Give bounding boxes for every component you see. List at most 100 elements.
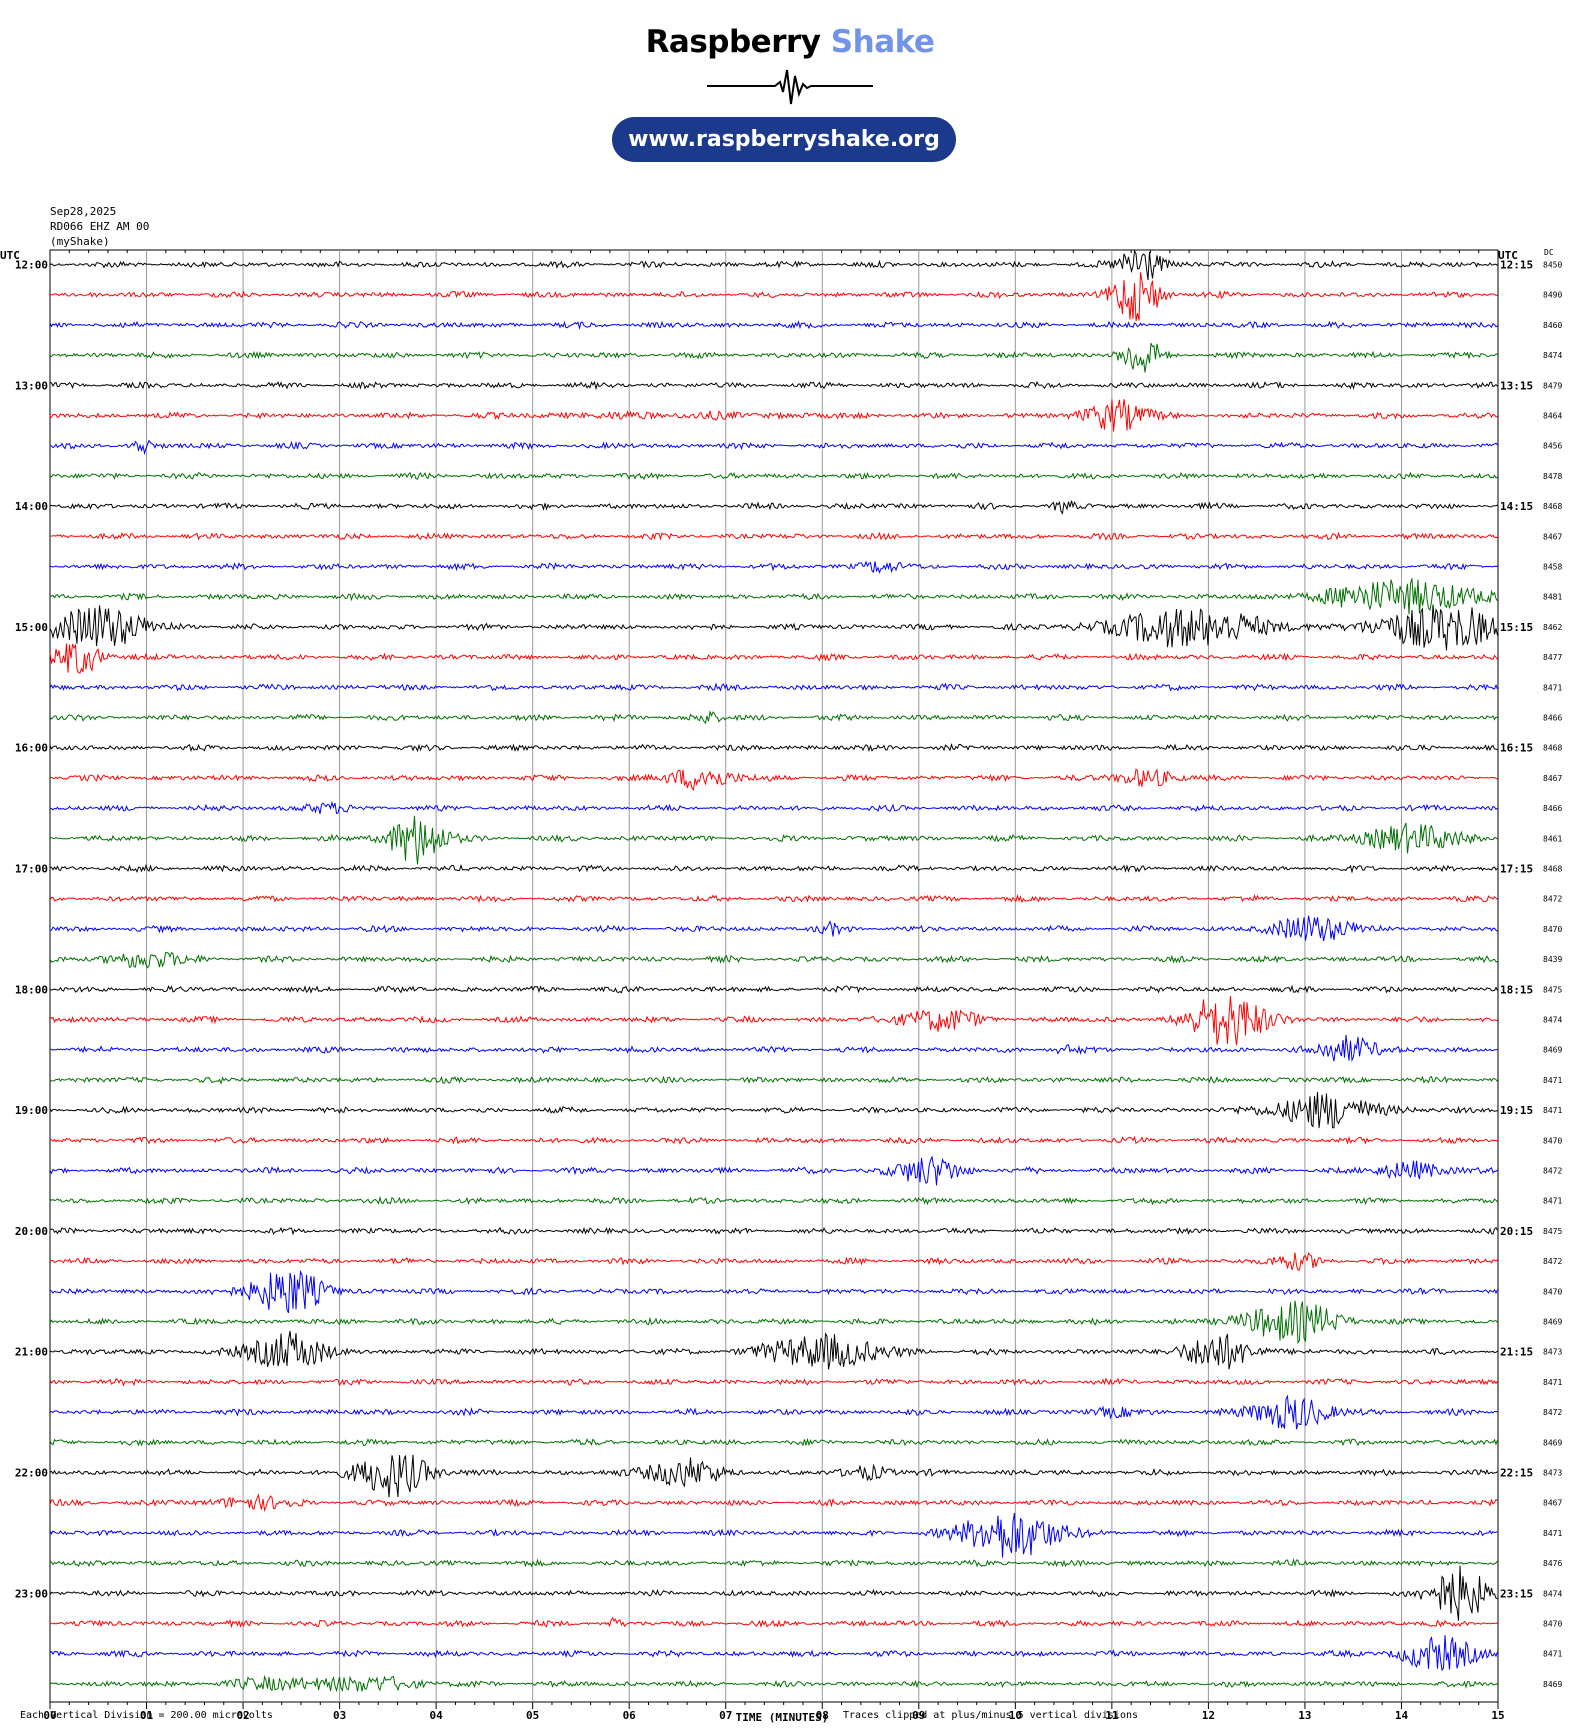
trace-line (49, 1512, 1498, 1558)
right-hour-label: 12:15 (1500, 259, 1533, 272)
trace-line (49, 1269, 1498, 1314)
right-hour-label: 17:15 (1500, 863, 1533, 876)
dc-offset-label: 8460 (1543, 321, 1562, 330)
dc-offset-label: 8481 (1543, 593, 1562, 602)
trace-line (49, 342, 1498, 373)
left-hour-label: 13:00 (15, 379, 48, 392)
trace-line (49, 500, 1498, 515)
station-channel: RD066 EHZ AM 00 (50, 220, 150, 233)
trace-line (49, 682, 1498, 692)
trace-line (49, 815, 1498, 865)
trace-line (49, 1226, 1498, 1236)
x-tick-label: 01 (140, 1709, 154, 1722)
dc-offset-label: 8462 (1543, 623, 1562, 632)
trace-line (49, 1251, 1498, 1271)
dc-offset-label: 8469 (1543, 1438, 1562, 1447)
dc-offset-label: 8471 (1543, 1529, 1562, 1538)
x-tick-label: 14 (1395, 1709, 1409, 1722)
trace-line (49, 1195, 1498, 1206)
right-hour-label: 22:15 (1500, 1467, 1533, 1480)
left-hour-label: 14:00 (15, 500, 48, 513)
trace-line (49, 1300, 1498, 1345)
trace-line (49, 471, 1498, 481)
left-hour-label: 17:00 (15, 863, 48, 876)
dc-offset-label: 8472 (1543, 895, 1562, 904)
logo-title: Raspberry Shake (640, 24, 940, 60)
dc-offset-label: 8473 (1543, 1348, 1562, 1357)
right-utc-label: UTC (1498, 249, 1518, 262)
dc-offset-label: 8490 (1543, 291, 1562, 300)
trace-line (49, 1330, 1498, 1370)
dc-offset-label: 8478 (1543, 472, 1562, 481)
dc-offset-label: 8467 (1543, 532, 1562, 541)
dc-offset-label: 8477 (1543, 653, 1562, 662)
trace-line (49, 560, 1498, 574)
x-axis-title: TIME (MINUTES) (736, 1711, 829, 1724)
left-hour-label: 12:00 (15, 259, 48, 272)
right-hour-label: 19:15 (1500, 1104, 1533, 1117)
left-hour-label: 20:00 (15, 1225, 48, 1238)
left-hour-label: 15:00 (15, 621, 48, 634)
dc-offset-label: 8468 (1543, 865, 1562, 874)
trace-line (49, 320, 1498, 331)
trace-line (49, 743, 1498, 753)
dc-offset-label: 8470 (1543, 1287, 1562, 1296)
x-tick-label: 05 (526, 1709, 539, 1722)
trace-line (49, 800, 1498, 815)
trace-line (50, 863, 1498, 874)
trace-line (49, 951, 1498, 969)
trace-line (49, 1635, 1498, 1672)
logo-word-raspberry: Raspberry (645, 24, 821, 60)
dc-offset-label: 8475 (1543, 985, 1562, 994)
trace-line (49, 984, 1498, 994)
seismic-wave-icon (707, 69, 873, 105)
dc-offset-label: 8467 (1543, 1499, 1562, 1508)
dc-offset-label: 8466 (1543, 714, 1562, 723)
left-hour-label: 23:00 (15, 1587, 48, 1600)
dc-offset-label: 8469 (1543, 1046, 1562, 1055)
trace-line (49, 1616, 1498, 1629)
x-tick-label: 04 (430, 1709, 444, 1722)
dc-offset-label: 8464 (1543, 412, 1562, 421)
x-tick-label: 15 (1491, 1709, 1504, 1722)
dc-offset-label: 8471 (1543, 683, 1562, 692)
website-url-badge[interactable]: www.raspberryshake.org (612, 117, 956, 162)
dc-offset-label: 8474 (1543, 351, 1562, 360)
dc-offset-label: 8474 (1543, 1016, 1562, 1025)
x-tick-label: 07 (719, 1709, 732, 1722)
right-hour-label: 21:15 (1500, 1346, 1533, 1359)
dc-offset-label: 8479 (1543, 381, 1562, 390)
trace-line (49, 915, 1498, 942)
data-source: (myShake) (50, 235, 110, 248)
trace-line (49, 893, 1498, 904)
dc-offset-label: 8471 (1543, 1650, 1562, 1659)
right-hour-label: 20:15 (1500, 1225, 1533, 1238)
x-tick-label: 00 (43, 1709, 56, 1722)
axis-labels: UTC UTC DC TIME (MINUTES) 00 01 02 03 04 05 06… (0, 248, 1562, 1724)
trace-line (49, 1394, 1498, 1430)
dc-offset-label: 8439 (1543, 955, 1562, 964)
dc-offset-label: 8471 (1543, 1197, 1562, 1206)
right-hour-label: 15:15 (1500, 621, 1533, 634)
dc-offset-label: 8470 (1543, 1620, 1562, 1629)
trace-line (49, 1075, 1498, 1085)
x-tick-label: 10 (1009, 1709, 1022, 1722)
dc-offset-label: 8468 (1543, 744, 1562, 753)
recording-date: Sep28,2025 (50, 205, 117, 218)
left-utc-label: UTC (0, 249, 20, 262)
dc-offset-label: 8469 (1543, 1680, 1562, 1689)
dc-offset-label: 8466 (1543, 804, 1562, 813)
dc-offset-label: 8474 (1543, 1589, 1562, 1598)
trace-line (49, 439, 1498, 456)
clip-note: Traces clipped at plus/minus 5 vertical … (843, 1710, 1139, 1721)
x-tick-label: 11 (1105, 1709, 1119, 1722)
dc-offset-label: 8470 (1543, 1136, 1562, 1145)
dc-offset-label: 8472 (1543, 1167, 1562, 1176)
trace-line (49, 380, 1498, 391)
seismogram-traces (49, 249, 1498, 1693)
dc-offset-label: 8475 (1543, 1227, 1562, 1236)
left-hour-label: 21:00 (15, 1346, 48, 1359)
dc-offset-label: 8450 (1543, 261, 1562, 270)
right-hour-label: 13:15 (1500, 379, 1533, 392)
